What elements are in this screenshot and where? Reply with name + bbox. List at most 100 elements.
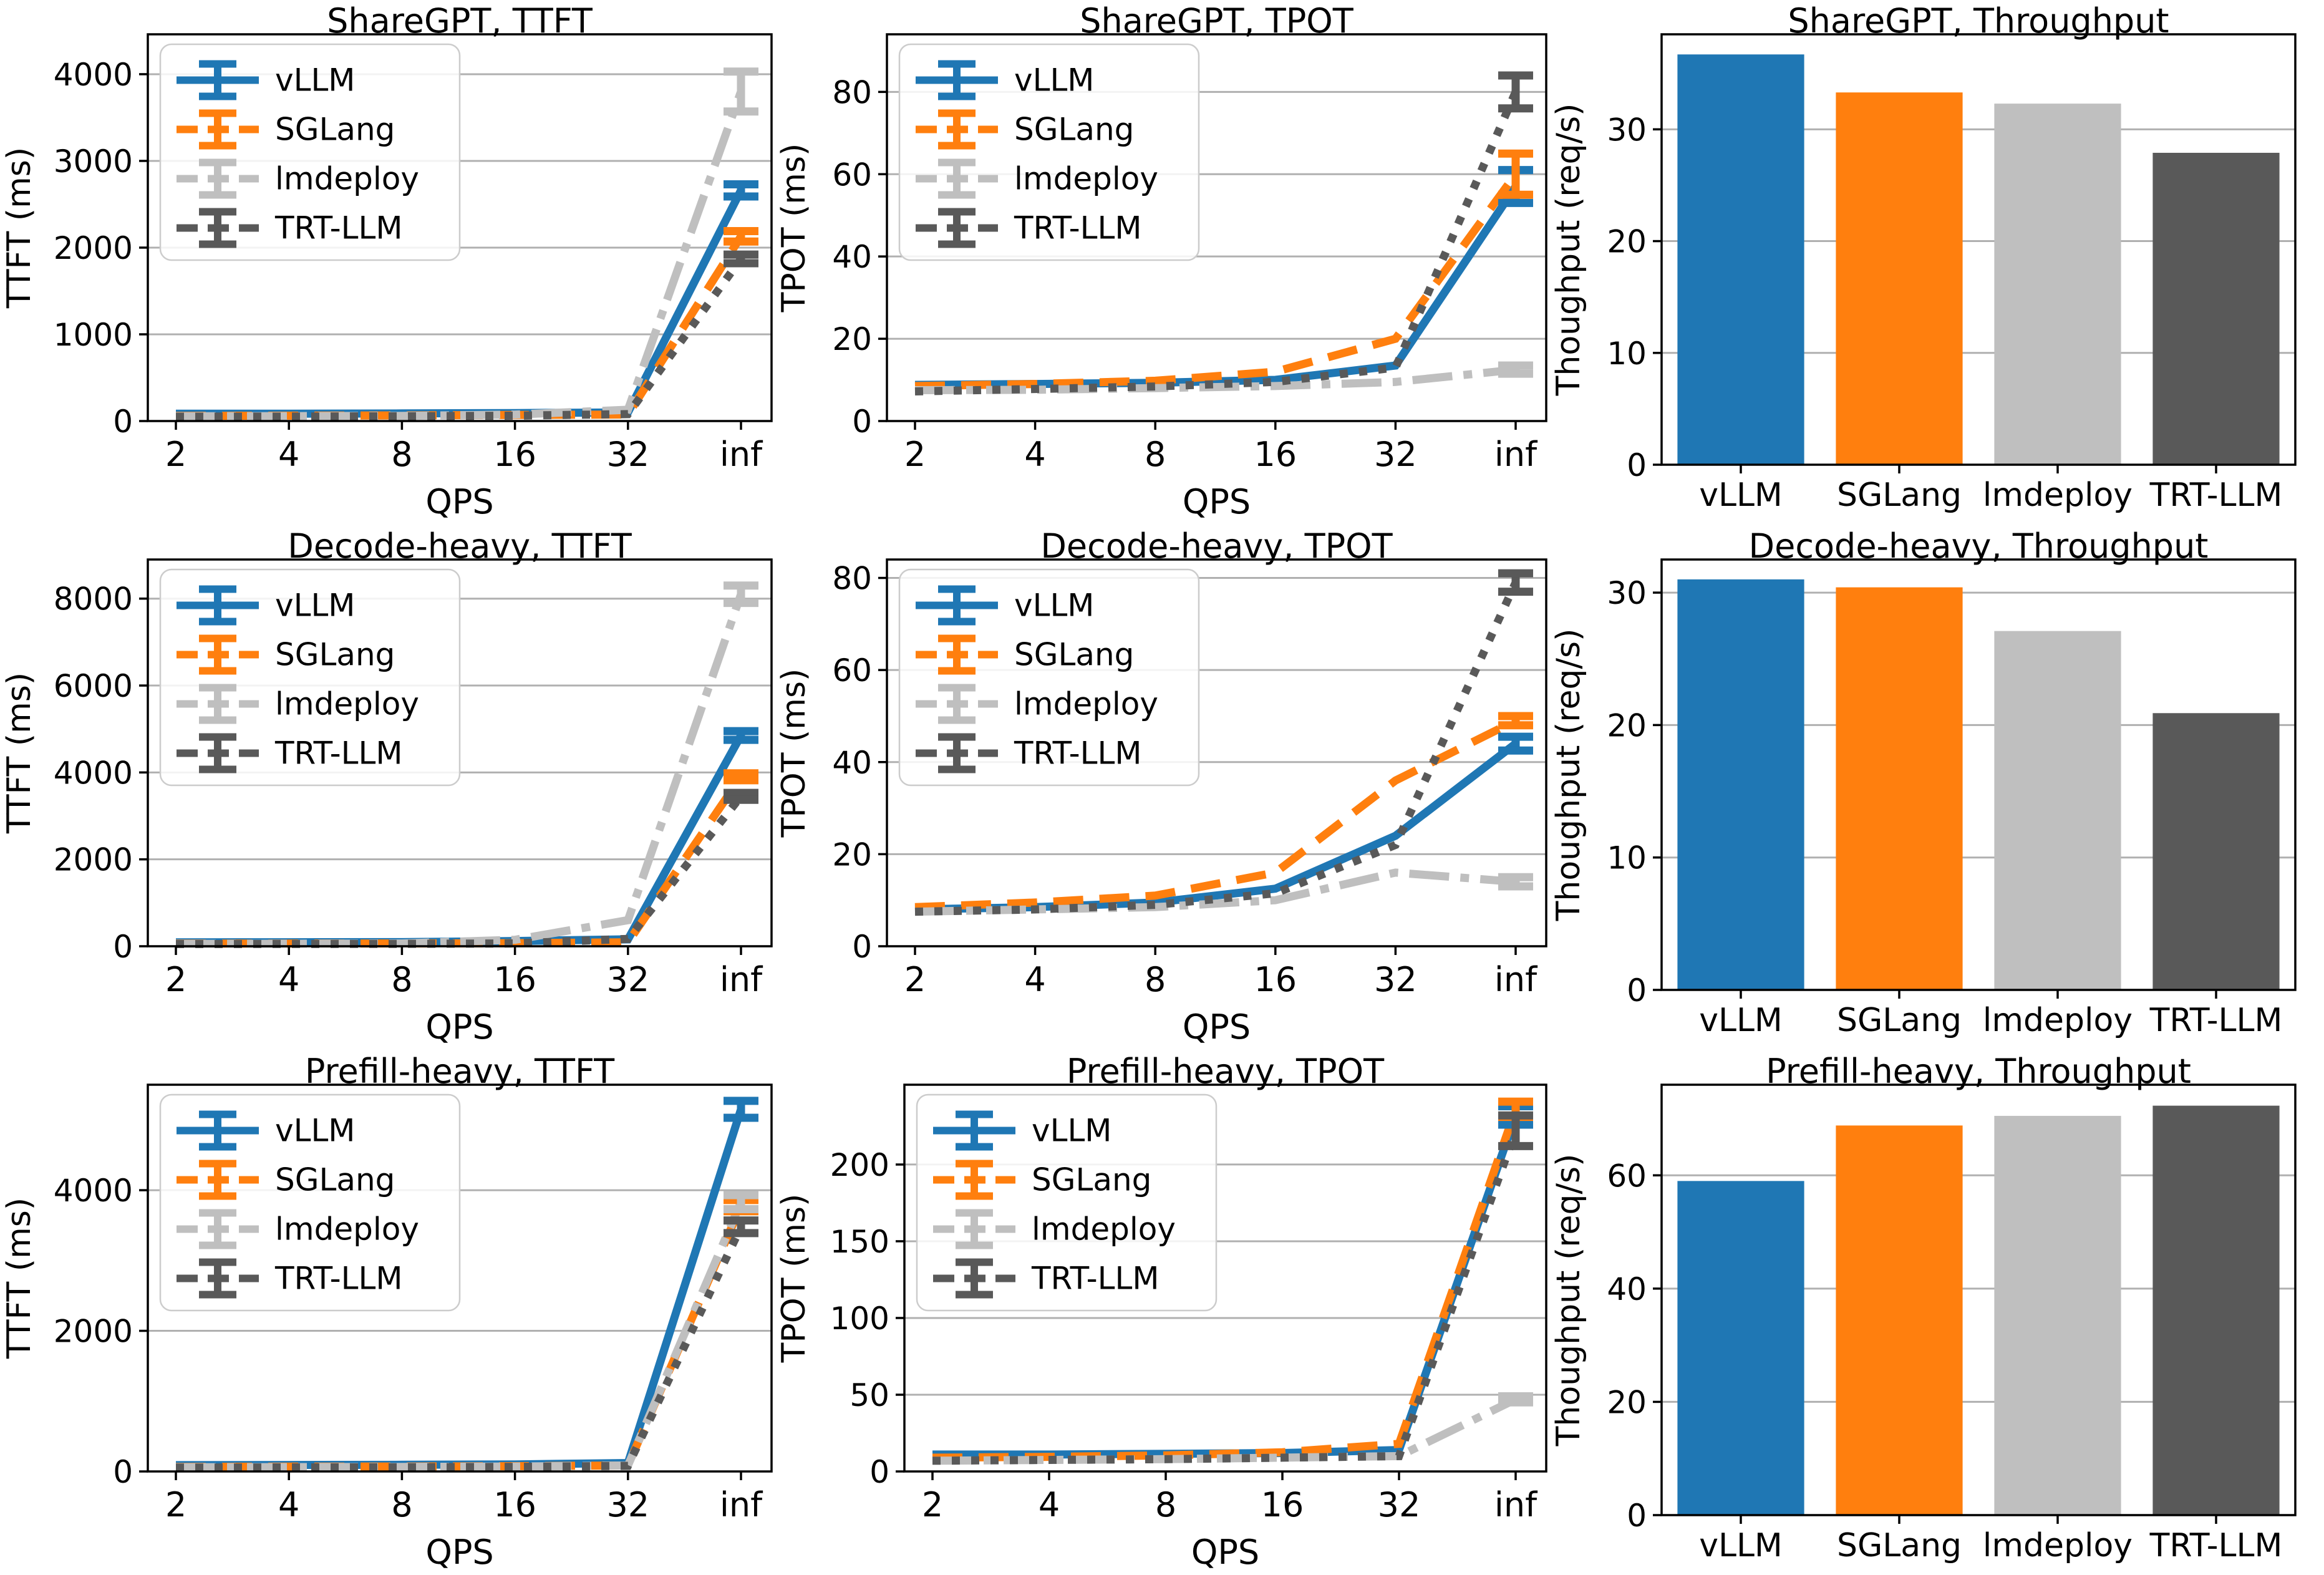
bar-trt-llm: [2152, 713, 2280, 990]
error-bar-trt-llm: [1498, 71, 1533, 113]
y-tick-label: 150: [830, 1224, 889, 1260]
y-axis-label: Thoughput (req/s): [1550, 104, 1587, 397]
x-axis-label: QPS: [425, 1007, 493, 1047]
chart-decode-heavy-throughput: Decode-heavy, Throughput vLLM SGLang lmdep…: [1549, 525, 2324, 1050]
x-tick-label: 2: [904, 960, 926, 999]
legend-entry-vllm: vLLM: [933, 1110, 1111, 1151]
error-bar-trt-llm: [1498, 569, 1533, 596]
x-tick-label: 4: [278, 1485, 299, 1524]
legend-label: TRT-LLM: [1014, 735, 1142, 772]
x-tick-label: 2: [165, 960, 186, 999]
x-tick-label: 16: [493, 960, 536, 999]
y-tick-label: 0: [1627, 1498, 1647, 1534]
legend-label: SGLang: [1032, 1162, 1151, 1198]
legend: vLLM SGLang lmdeploy TRT-LLM: [898, 568, 1200, 787]
bar-label: TRT-LLM: [2149, 477, 2283, 514]
x-tick-label: 8: [391, 960, 412, 999]
y-tick-label: 20: [832, 836, 872, 873]
x-tick-label: 32: [606, 1485, 649, 1524]
legend-label: lmdeploy: [275, 686, 419, 722]
bar-vllm: [1677, 1181, 1804, 1515]
legend-entry-trt-llm: TRT-LLM: [177, 208, 403, 248]
y-axis-label: TTFT (ms): [1, 147, 38, 309]
legend-entry-vllm: vLLM: [916, 585, 1094, 626]
legend: vLLM SGLang lmdeploy TRT-LLM: [898, 43, 1200, 261]
plot-box: [886, 558, 1547, 947]
error-bar-vllm: [724, 727, 758, 744]
legend: vLLM SGLang lmdeploy TRT-LLM: [159, 1093, 461, 1312]
y-tick-label: 0: [1627, 447, 1647, 483]
legend-entry-trt-llm: TRT-LLM: [933, 1258, 1160, 1299]
x-axis-label: QPS: [1183, 482, 1251, 521]
legend-label: TRT-LLM: [274, 735, 403, 772]
x-tick-label: 32: [1378, 1485, 1421, 1524]
legend-entry-lmdeploy: lmdeploy: [916, 684, 1158, 724]
legend-label: vLLM: [1032, 1113, 1111, 1149]
x-tick-label: 32: [1374, 960, 1417, 999]
x-tick-label: 16: [1254, 960, 1297, 999]
y-tick-label: 3000: [54, 143, 133, 180]
x-tick-label: 8: [391, 1485, 412, 1524]
plot-box: [1660, 33, 2297, 466]
legend-entry-vllm: vLLM: [177, 585, 355, 626]
legend-entry-lmdeploy: lmdeploy: [177, 684, 419, 724]
line-chart-canvas: 2 4 8 16 32 inf QPS vLLM SGLang lmdeploy TRT-LLM 0 2…: [775, 33, 1547, 521]
line-chart-canvas: 2 4 8 16 32 inf QPS vLLM SGLang lmdeploy TRT-LLM 0 2…: [1, 558, 773, 1047]
legend-label: TRT-LLM: [274, 210, 403, 246]
y-tick-label: 30: [1607, 112, 1647, 148]
y-tick-label: 40: [1607, 1271, 1647, 1307]
plot-box: [1660, 1083, 2297, 1516]
chart-sharegpt-ttft: ShareGPT, TTFT 2 4 8 16 32 inf QPS vLLM SGLang lm…: [0, 0, 775, 525]
x-tick-label: 8: [1145, 960, 1166, 999]
y-tick-label: 8000: [54, 581, 133, 618]
y-tick-label: 20: [1607, 224, 1647, 260]
y-tick-label: 4000: [54, 755, 133, 791]
series-line-sglang: [914, 717, 1518, 911]
y-tick-label: 10: [1607, 840, 1647, 876]
x-tick-label: 4: [1024, 960, 1045, 999]
y-tick-label: 60: [832, 157, 872, 193]
legend-label: lmdeploy: [1014, 686, 1158, 722]
error-bar-trt-llm: [724, 788, 758, 804]
error-bar-vllm: [724, 180, 758, 201]
legend-label: SGLang: [275, 112, 395, 148]
legend-label: vLLM: [1014, 588, 1094, 624]
x-tick-label: inf: [720, 960, 763, 999]
bar-label: lmdeploy: [1983, 1002, 2133, 1039]
line-chart-canvas: 2 4 8 16 32 inf QPS vLLM SGLang lmdeploy TRT-LLM 0 2…: [1, 1083, 773, 1572]
legend-label: lmdeploy: [1014, 161, 1158, 197]
error-bar-lmdeploy: [724, 1191, 758, 1214]
y-tick-label: 80: [832, 561, 872, 597]
x-tick-label: 16: [1261, 1485, 1304, 1524]
legend-label: lmdeploy: [275, 161, 419, 197]
error-bar-sglang: [1498, 712, 1533, 730]
legend-entry-lmdeploy: lmdeploy: [916, 158, 1158, 199]
y-tick-label: 0: [852, 404, 872, 440]
bar-sglang: [1836, 587, 1963, 990]
bar-chart-canvas: vLLM SGLang lmdeploy TRT-LLM 0 20 40 60 Thoughpu…: [1550, 1083, 2297, 1564]
legend-entry-sglang: SGLang: [177, 1160, 395, 1200]
bar-label: vLLM: [1699, 1527, 1783, 1564]
error-bar-trt-llm: [1498, 1111, 1533, 1150]
x-axis-label: QPS: [1183, 1007, 1251, 1047]
bar-vllm: [1677, 579, 1804, 990]
plot-box: [147, 558, 773, 947]
chart-decode-heavy-tpot: Decode-heavy, TPOT 2 4 8 16 32 inf QPS vLLM SGLa…: [775, 525, 1549, 1050]
x-tick-label: 4: [278, 960, 299, 999]
plot-box: [1660, 558, 2297, 991]
legend-label: lmdeploy: [1032, 1211, 1176, 1248]
x-tick-label: inf: [1494, 960, 1538, 999]
legend-entry-sglang: SGLang: [933, 1160, 1151, 1200]
x-axis-label: QPS: [425, 1533, 493, 1572]
legend-label: vLLM: [1014, 62, 1094, 99]
series-line-sglang: [175, 234, 745, 420]
legend-label: lmdeploy: [275, 1211, 419, 1248]
series-line-lmdeploy: [175, 593, 745, 948]
series-line-lmdeploy: [175, 90, 745, 420]
legend-label: SGLang: [275, 1162, 395, 1198]
y-tick-label: 2000: [54, 842, 133, 878]
y-tick-label: 4000: [54, 57, 133, 93]
bar-lmdeploy: [1994, 631, 2121, 990]
y-tick-label: 50: [850, 1377, 889, 1413]
x-axis-label: QPS: [425, 482, 493, 521]
